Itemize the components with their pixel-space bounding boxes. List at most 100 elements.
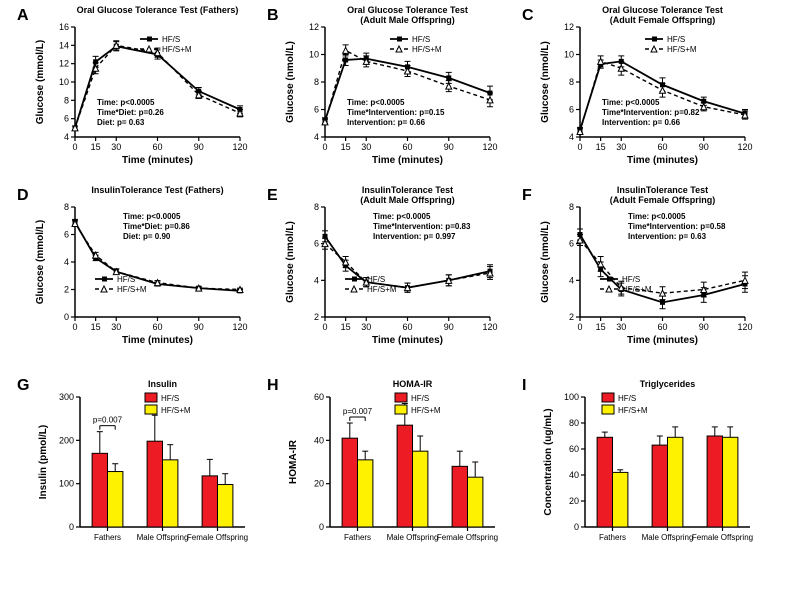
bar-hfs-m <box>723 437 738 527</box>
svg-text:100: 100 <box>564 392 579 402</box>
svg-text:90: 90 <box>444 322 454 332</box>
legend-hfs-m: HF/S+M <box>161 406 191 415</box>
svg-text:90: 90 <box>699 322 709 332</box>
chart-title: Oral Glucose Tolerance Test <box>602 5 723 15</box>
stats-text: Time*Diet: p=0.86 <box>123 222 190 231</box>
legend-hfs: HF/S <box>618 394 636 403</box>
svg-text:90: 90 <box>444 142 454 152</box>
svg-text:40: 40 <box>314 435 324 445</box>
stats-text: Time*Intervention: p=0.58 <box>628 222 726 231</box>
category-label: Male Offspring <box>137 533 189 542</box>
svg-text:15: 15 <box>596 322 606 332</box>
svg-text:120: 120 <box>482 142 497 152</box>
svg-text:6: 6 <box>314 105 319 115</box>
svg-text:0: 0 <box>69 522 74 532</box>
line-chart-e: InsulinTolerance Test(Adult Male Offspri… <box>275 185 505 345</box>
svg-text:20: 20 <box>314 479 324 489</box>
svg-text:30: 30 <box>616 142 626 152</box>
bar-hfs <box>397 425 412 527</box>
stats-text: Time*Diet: p=0.26 <box>97 108 164 117</box>
svg-text:6: 6 <box>64 114 69 124</box>
legend-hfs: HF/S <box>412 35 430 44</box>
svg-text:6: 6 <box>64 230 69 240</box>
svg-text:4: 4 <box>64 132 69 142</box>
svg-text:30: 30 <box>616 322 626 332</box>
line-chart-d: InsulinTolerance Test (Fathers)024680153… <box>25 185 255 345</box>
svg-text:8: 8 <box>64 202 69 212</box>
bar-hfs <box>707 436 722 527</box>
svg-text:20: 20 <box>569 496 579 506</box>
x-axis-label: Time (minutes) <box>372 335 443 346</box>
category-label: Fathers <box>599 533 626 542</box>
svg-text:15: 15 <box>596 142 606 152</box>
svg-text:300: 300 <box>59 392 74 402</box>
x-axis-label: Time (minutes) <box>122 155 193 166</box>
svg-text:100: 100 <box>59 479 74 489</box>
chart-title: Oral Glucose Tolerance Test <box>347 5 468 15</box>
bar-hfs <box>92 453 107 527</box>
bar-hfs-m <box>358 460 373 527</box>
stats-text: Time: p<0.0005 <box>347 98 405 107</box>
svg-text:0: 0 <box>64 312 69 322</box>
bar-hfs-m <box>613 472 628 527</box>
svg-text:40: 40 <box>569 470 579 480</box>
stats-text: Time: p<0.0005 <box>373 212 431 221</box>
svg-text:120: 120 <box>737 142 752 152</box>
category-label: Male Offspring <box>642 533 694 542</box>
bar-hfs-m <box>413 451 428 527</box>
x-axis-label: Time (minutes) <box>627 335 698 346</box>
stats-text: Diet: p= 0.90 <box>123 232 171 241</box>
chart-title: InsulinTolerance Test <box>617 185 708 195</box>
y-axis-label: Glucose (nmol/L) <box>540 41 551 123</box>
x-axis-label: Time (minutes) <box>372 155 443 166</box>
legend-hfs-m: HF/S+M <box>117 285 147 294</box>
bar-hfs-m <box>468 477 483 527</box>
svg-text:2: 2 <box>569 312 574 322</box>
line-chart-a: Oral Glucose Tolerance Test (Fathers)468… <box>25 5 255 165</box>
svg-text:4: 4 <box>314 275 319 285</box>
svg-text:2: 2 <box>314 312 319 322</box>
svg-text:8: 8 <box>569 77 574 87</box>
legend-hfs-m: HF/S+M <box>411 406 441 415</box>
stats-text: Time: p<0.0005 <box>97 98 155 107</box>
svg-text:60: 60 <box>402 322 412 332</box>
chart-title: (Adult Female Offspring) <box>610 15 716 25</box>
svg-text:90: 90 <box>194 142 204 152</box>
svg-text:120: 120 <box>232 142 247 152</box>
legend-hfs: HF/S <box>622 275 640 284</box>
svg-text:12: 12 <box>59 59 69 69</box>
y-axis-label: Glucose (nmol/L) <box>540 221 551 303</box>
legend-hfs-m: HF/S+M <box>367 285 397 294</box>
stats-text: Time: p<0.0005 <box>628 212 686 221</box>
y-axis-label: Glucose (mmol/L) <box>35 220 46 304</box>
svg-text:10: 10 <box>564 50 574 60</box>
x-axis-label: Time (minutes) <box>122 335 193 346</box>
svg-text:6: 6 <box>569 105 574 115</box>
bar-hfs <box>202 476 217 527</box>
series-hfs-m <box>580 240 745 293</box>
legend-hfs-m: HF/S+M <box>162 45 192 54</box>
series-hfs <box>325 236 490 287</box>
bar-hfs <box>342 438 357 527</box>
svg-text:2: 2 <box>64 285 69 295</box>
svg-text:4: 4 <box>569 132 574 142</box>
bar-hfs <box>452 466 467 527</box>
category-label: Male Offspring <box>387 533 439 542</box>
svg-text:60: 60 <box>314 392 324 402</box>
bar-chart-g: Insulin0100200300Insulin (pmol/L)Fathers… <box>25 375 255 565</box>
legend-hfs-m: HF/S+M <box>622 285 652 294</box>
svg-text:8: 8 <box>64 95 69 105</box>
bar-hfs-m <box>108 472 123 527</box>
chart-title: HOMA-IR <box>393 379 433 389</box>
svg-text:0: 0 <box>577 142 582 152</box>
chart-title: Insulin <box>148 379 177 389</box>
svg-text:0: 0 <box>577 322 582 332</box>
svg-text:60: 60 <box>657 322 667 332</box>
chart-title: Triglycerides <box>640 379 696 389</box>
stats-text: Time: p<0.0005 <box>123 212 181 221</box>
stats-text: Time*Intervention: p=0.83 <box>373 222 471 231</box>
svg-text:4: 4 <box>314 132 319 142</box>
category-label: Fathers <box>94 533 121 542</box>
y-axis-label: Glucose (mmol/L) <box>35 40 46 124</box>
svg-text:4: 4 <box>569 275 574 285</box>
